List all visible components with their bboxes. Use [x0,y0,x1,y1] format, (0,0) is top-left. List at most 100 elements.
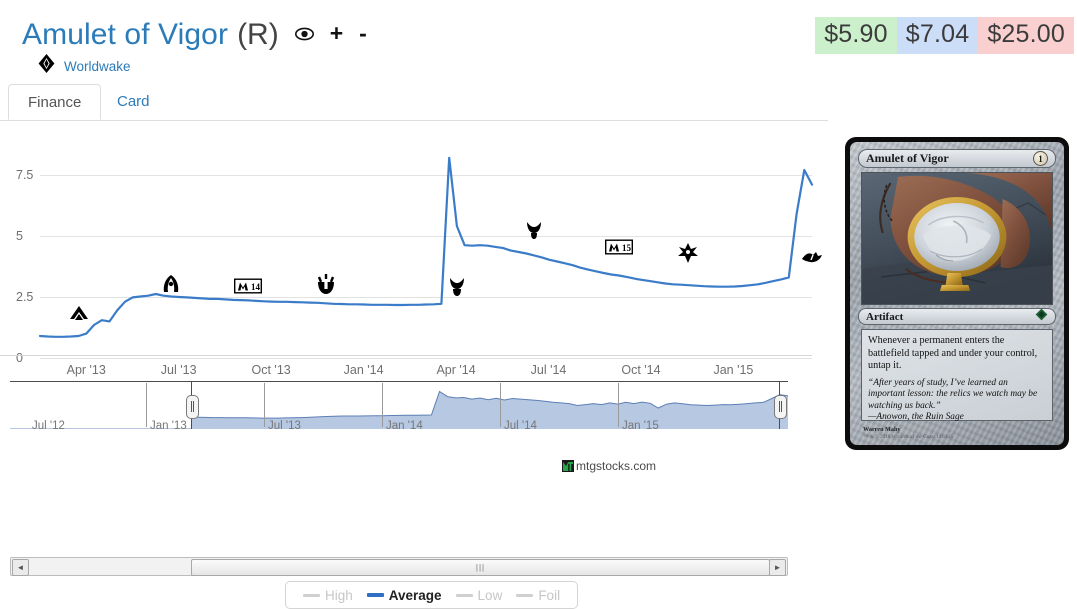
title-row: Amulet of Vigor (R) + - [22,18,367,52]
chart-plot-area[interactable]: 0 2.5 5 7.5 14 15 [0,140,828,380]
card-flavor-text: “After years of study, I’ve learned an i… [868,377,1038,411]
legend-item-low[interactable]: Low [455,587,503,603]
x-axis-tick-label: Oct '14 [621,363,661,377]
legend-label: Foil [538,587,561,603]
card-artist-name: Warren Mahy [863,425,901,433]
svg-text:15: 15 [622,243,632,253]
legend-item-high[interactable]: High [303,588,353,603]
dragons-maze-set-symbol [68,305,90,321]
set-name-link[interactable]: Worldwake [64,58,131,74]
tab-finance[interactable]: Finance [8,84,102,120]
rarity-label: (R) [237,18,279,51]
tab-underline [0,120,828,121]
tab-card[interactable]: Card [117,93,150,110]
watermark-text: mtgstocks.com [576,459,657,473]
navigator-gridline [146,383,147,427]
mtgstocks-watermark: mtgstocks.com [562,459,656,473]
page-header: Amulet of Vigor (R) + - Worldwake $5.90 … [0,0,1077,84]
price-high-badge: $25.00 [978,17,1074,54]
gridline [40,296,812,298]
card-name-text: Amulet of Vigor [866,151,949,165]
legend-swatch [303,593,320,597]
price-chart-panel: 0 2.5 5 7.5 14 15 Apr '13 Jul '13 Oct '13 Jan '… [0,126,828,609]
remove-icon[interactable]: - [359,20,367,46]
card-type-bar: Artifact [858,308,1056,325]
scroll-left-button[interactable]: ◄ [12,559,29,576]
navigator-x-label: Jul '12 [32,420,65,432]
chart-scrollbar[interactable]: ◄ ||| ► [10,557,788,576]
price-badges: $5.90 $7.04 $25.00 [815,17,1074,54]
svg-text:14: 14 [251,282,261,292]
x-axis-tick-label: Apr '14 [436,363,476,377]
legend-item-average[interactable]: Average [366,587,442,603]
legend-label: Low [477,587,503,603]
born-of-the-gods-set-symbol [446,275,468,297]
card-legal-line: ™ & © 2010 Wizards of the Coast 141/145 [863,433,954,440]
theros-set-symbol [315,273,337,295]
legend-swatch [366,593,384,597]
card-inner-frame: Amulet of Vigor 1 [850,142,1064,445]
gridline [40,235,812,237]
chart-series-average [38,156,814,338]
card-text-box: Whenever a permanent enters the battlefi… [861,329,1053,423]
navigator-outline [10,381,788,429]
legend-item-foil[interactable]: Foil [516,588,560,603]
chart-x-axis: Apr '13 Jul '13 Oct '13 Jan '14 Apr '14 Jul '… [0,355,828,385]
y-axis-tick-label: 2.5 [16,289,34,304]
navigator-gridline [500,383,501,427]
gridline [40,358,812,359]
m15-set-symbol: 15 [605,239,633,255]
fate-reforged-set-symbol [800,249,824,265]
legend-swatch [516,593,534,597]
navigator-x-label: Jan '15 [622,420,659,432]
card-type-text: Artifact [866,310,904,323]
tab-bar: Finance Card [0,84,1077,122]
m14-set-symbol: 14 [234,278,263,294]
x-axis-tick-label: Jan '15 [713,363,754,377]
x-axis-tick-label: Jul '14 [530,363,567,377]
card-image[interactable]: Amulet of Vigor 1 [845,137,1069,450]
worldwake-set-symbol-icon [38,54,64,78]
set-row: Worldwake [38,54,131,78]
navigator-gridline [382,383,383,427]
navigator-x-label: Jul '14 [504,420,537,432]
navigator-x-label: Jul '13 [268,420,301,432]
card-artwork [861,172,1053,305]
mana-cost-icon: 1 [1033,151,1048,166]
price-average-badge: $7.04 [896,17,979,54]
scrollbar-thumb[interactable]: ||| [191,559,770,576]
y-axis-tick-label: 5 [16,228,23,243]
journey-into-nyx-set-symbol [523,218,545,240]
legend-swatch [455,593,473,597]
navigator-dimmed-region [10,382,191,428]
mtgstocks-logo-icon [562,460,574,472]
x-axis-line [0,355,812,356]
eye-icon[interactable] [294,27,314,46]
chart-legend: High Average Low Foil [285,581,579,609]
add-icon[interactable]: + [329,20,344,46]
legend-label: Average [388,587,442,603]
scroll-right-icon: ► [773,562,782,572]
navigator-gridline [618,383,619,427]
modern-masters-set-symbol [160,274,182,294]
navigator-x-label: Jan '13 [150,420,187,432]
y-axis-tick-label: 7.5 [16,167,34,182]
scroll-left-icon: ◄ [16,562,25,572]
navigator-gridline [264,383,265,427]
navigator-x-label: Jan '14 [386,420,423,432]
chart-navigator[interactable]: Jul '12 Jan '13 Jul '13 Jan '14 Jul '14 Jan '… [10,381,788,434]
card-rules-text: Whenever a permanent enters the battlefi… [868,335,1038,372]
scrollbar-grip-icon: ||| [475,563,486,572]
navigator-handle-right[interactable] [774,395,787,419]
page-title[interactable]: Amulet of Vigor [22,18,229,51]
gridline [40,174,812,176]
price-low-badge: $5.90 [815,17,897,54]
x-axis-tick-label: Jan '14 [343,363,384,377]
card-set-symbol-icon [1035,308,1048,326]
card-name-bar: Amulet of Vigor 1 [858,149,1056,168]
x-axis-tick-label: Apr '13 [66,363,106,377]
card-flavor-attribution: —Anowon, the Ruin Sage [868,412,964,423]
navigator-handle-left[interactable] [186,395,199,419]
scroll-right-button[interactable]: ► [769,559,786,576]
y-axis-tick-label: 0 [16,351,23,365]
